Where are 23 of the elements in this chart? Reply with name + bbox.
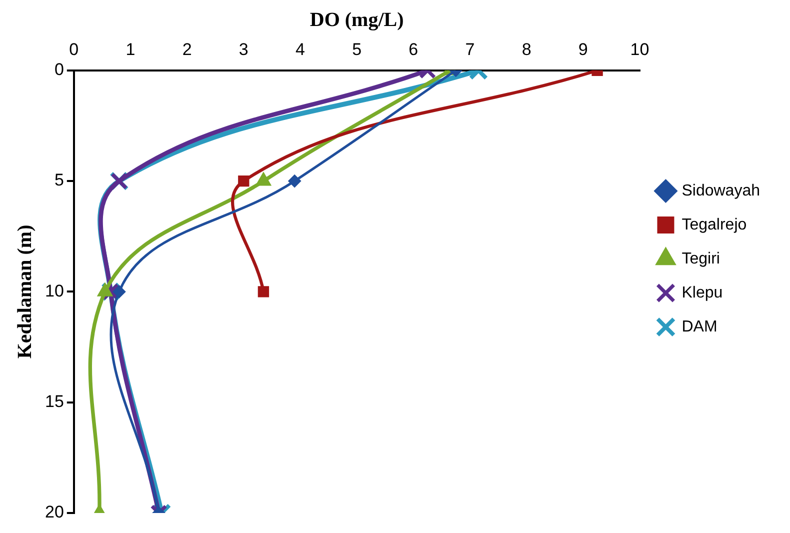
x-tick-label: 4	[296, 40, 305, 59]
x-tick-label: 5	[352, 40, 362, 59]
y-tick-label: 0	[54, 60, 64, 80]
legend-label: Sidowayah	[682, 182, 760, 200]
x-tick-label: 10	[630, 40, 650, 59]
x-axis-title: DO (mg/L)	[310, 9, 404, 32]
y-tick-label: 15	[44, 392, 64, 412]
y-axis-title: Kedalaman (m)	[14, 224, 36, 359]
x-tick-label: 3	[238, 40, 248, 59]
y-tick-label: 20	[44, 502, 64, 522]
legend-label: Klepu	[682, 284, 723, 302]
legend-label: Tegalrejo	[682, 216, 747, 234]
y-tick-label: 10	[44, 281, 64, 300]
legend-label: DAM	[682, 318, 718, 336]
legend-label: Tegiri	[682, 250, 720, 268]
x-tick-label: 1	[126, 40, 136, 59]
x-tick-label: 0	[69, 40, 79, 59]
x-tick-label: 8	[522, 40, 532, 59]
x-tick-label: 2	[182, 40, 192, 59]
x-tick-label: 6	[408, 40, 418, 59]
x-tick-label: 7	[465, 40, 475, 59]
x-tick-label: 9	[578, 40, 588, 59]
y-tick-label: 5	[54, 170, 64, 190]
